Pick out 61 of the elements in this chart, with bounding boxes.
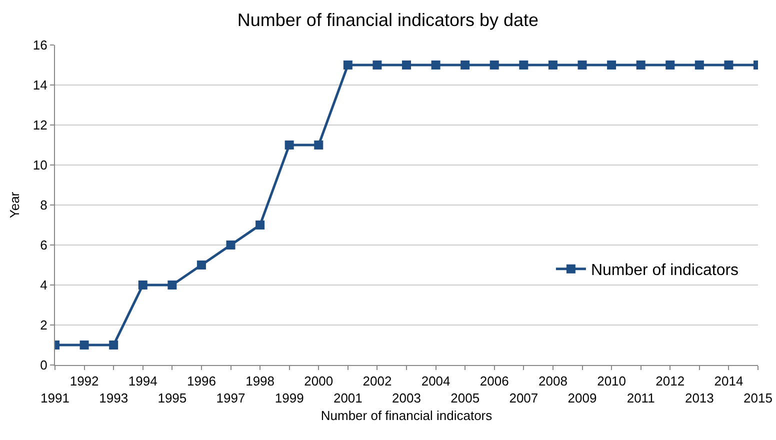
point [607,60,616,70]
x-tick-label: 2014 [714,374,744,389]
point [666,60,675,70]
x-tick-label: 2008 [538,374,568,389]
point [80,340,89,350]
x-tick-label: 2006 [480,374,509,389]
y-tick-label: 10 [32,158,48,173]
point [168,280,177,290]
y-tick-label: 0 [40,358,48,373]
x-tick-label: 2003 [392,390,421,406]
x-tick-label: 2011 [626,390,655,406]
point [109,340,118,350]
x-tick-label: 2012 [656,374,685,389]
x-tick-label: 1999 [274,390,304,406]
point [284,140,294,150]
point [314,140,324,150]
legend-label: Number of indicators [590,262,739,280]
x-tick-label: 1998 [246,374,274,389]
x-tick-label: 2015 [744,390,772,406]
y-tick-label: 4 [40,278,48,293]
point [519,60,528,70]
y-tick-label: 6 [40,238,48,253]
point [226,240,236,250]
point [431,60,440,70]
point [548,60,558,70]
x-tick-label: 1993 [99,390,128,406]
x-tick-label: 1996 [187,374,216,389]
x-tick-label: 1992 [70,374,99,389]
point [343,60,352,70]
y-tick-label: 8 [40,198,48,213]
x-tick-label: 2000 [304,374,334,389]
y-tick-label: 16 [32,38,48,53]
x-tick-label: 2009 [568,390,597,406]
x-axis-title: Number of financial indicators [320,408,493,424]
x-tick-label: 1994 [128,374,158,389]
y-tick-label: 12 [32,118,48,133]
point [372,60,382,70]
point [636,60,646,70]
x-tick-label: 2001 [333,390,362,406]
point [402,60,411,70]
x-tick-label: 2004 [421,374,450,389]
point [256,220,265,230]
y-axis-title: Year [7,191,22,218]
x-tick-label: 2010 [597,374,626,389]
point [724,60,734,70]
y-tick-label: 14 [32,78,48,93]
point [460,60,470,70]
chart-title: Number of financial indicators by date [237,10,539,30]
y-tick-label: 2 [40,318,48,333]
point [578,60,587,70]
point [196,260,206,270]
x-tick-label: 2013 [684,390,714,406]
x-tick-label: 2007 [509,390,538,406]
x-tick-label: 1995 [158,390,187,406]
x-tick-label: 1991 [40,390,70,406]
point [694,60,704,70]
x-tick-label: 2002 [362,374,392,389]
point [490,60,499,70]
x-tick-label: 2005 [450,390,480,406]
point [138,280,148,290]
x-tick-label: 1997 [216,390,246,406]
